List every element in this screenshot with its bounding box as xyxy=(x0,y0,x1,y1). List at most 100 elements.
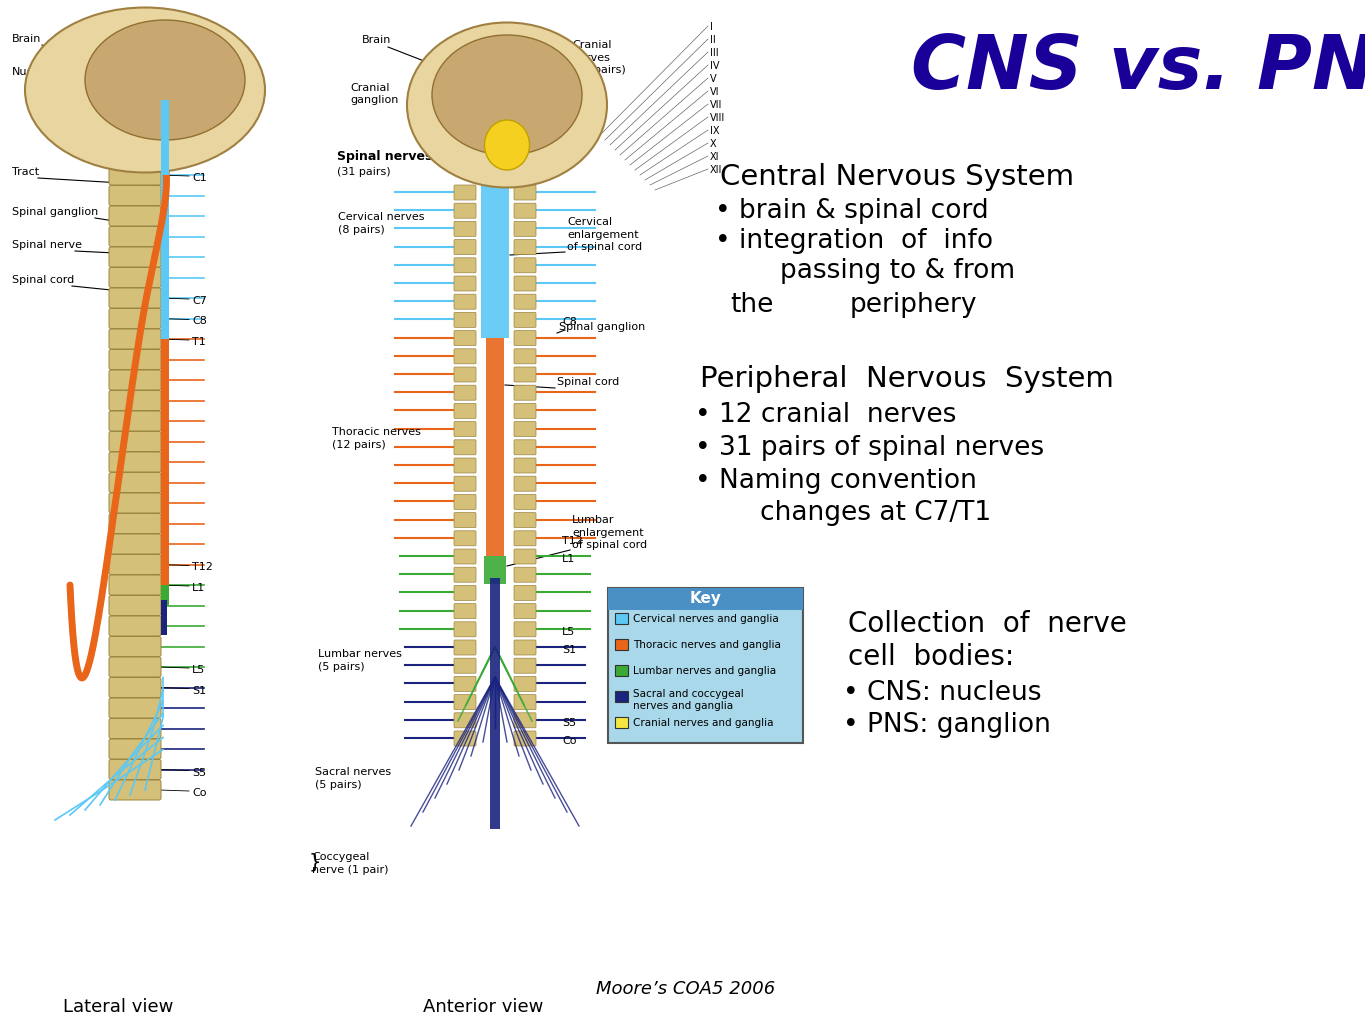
Text: C7: C7 xyxy=(192,296,207,306)
Text: X: X xyxy=(710,139,717,150)
Text: Co: Co xyxy=(192,788,206,798)
FancyBboxPatch shape xyxy=(455,567,476,583)
FancyBboxPatch shape xyxy=(455,694,476,710)
FancyBboxPatch shape xyxy=(109,739,161,759)
FancyBboxPatch shape xyxy=(109,575,161,595)
Ellipse shape xyxy=(431,35,581,155)
Bar xyxy=(161,339,169,585)
Text: V: V xyxy=(710,74,717,84)
Bar xyxy=(616,691,628,702)
Bar xyxy=(161,600,167,635)
Text: T12: T12 xyxy=(192,562,213,572)
Bar xyxy=(607,588,803,743)
FancyBboxPatch shape xyxy=(109,247,161,267)
FancyBboxPatch shape xyxy=(109,206,161,226)
Text: Lumbar nerves and ganglia: Lumbar nerves and ganglia xyxy=(633,666,777,676)
FancyBboxPatch shape xyxy=(515,476,536,492)
FancyBboxPatch shape xyxy=(515,294,536,309)
Text: Lumbar nerves: Lumbar nerves xyxy=(318,649,401,659)
FancyBboxPatch shape xyxy=(455,549,476,564)
FancyBboxPatch shape xyxy=(455,203,476,218)
Text: C8: C8 xyxy=(562,317,577,328)
FancyBboxPatch shape xyxy=(109,678,161,697)
FancyBboxPatch shape xyxy=(515,622,536,637)
FancyBboxPatch shape xyxy=(109,534,161,554)
Text: Spinal cord: Spinal cord xyxy=(12,275,74,285)
FancyBboxPatch shape xyxy=(515,331,536,346)
Text: • 12 cranial  nerves: • 12 cranial nerves xyxy=(695,402,957,428)
Bar xyxy=(486,338,504,556)
Text: • Naming convention: • Naming convention xyxy=(695,468,977,494)
FancyBboxPatch shape xyxy=(515,713,536,728)
Text: }: } xyxy=(308,853,322,871)
Text: Tract: Tract xyxy=(12,167,40,177)
FancyBboxPatch shape xyxy=(515,731,536,746)
Text: III: III xyxy=(710,48,718,58)
Text: S5: S5 xyxy=(562,718,576,728)
FancyBboxPatch shape xyxy=(109,698,161,718)
Text: S5: S5 xyxy=(192,768,206,777)
FancyBboxPatch shape xyxy=(455,458,476,473)
FancyBboxPatch shape xyxy=(455,439,476,455)
FancyBboxPatch shape xyxy=(109,431,161,452)
FancyBboxPatch shape xyxy=(515,513,536,527)
FancyBboxPatch shape xyxy=(515,422,536,436)
FancyBboxPatch shape xyxy=(109,390,161,411)
Bar xyxy=(616,665,628,676)
FancyBboxPatch shape xyxy=(109,472,161,493)
Text: Co: Co xyxy=(562,736,576,746)
Text: Spinal ganglion: Spinal ganglion xyxy=(560,322,646,332)
FancyBboxPatch shape xyxy=(109,370,161,390)
FancyBboxPatch shape xyxy=(109,555,161,574)
Text: CNS vs. PNS: CNS vs. PNS xyxy=(910,32,1365,104)
FancyBboxPatch shape xyxy=(455,349,476,364)
FancyBboxPatch shape xyxy=(515,549,536,564)
Bar xyxy=(161,100,169,175)
FancyBboxPatch shape xyxy=(109,596,161,615)
Bar xyxy=(480,150,509,159)
FancyBboxPatch shape xyxy=(515,495,536,509)
FancyBboxPatch shape xyxy=(455,385,476,400)
FancyBboxPatch shape xyxy=(515,349,536,364)
Text: cell  bodies:: cell bodies: xyxy=(848,643,1014,671)
FancyBboxPatch shape xyxy=(515,276,536,291)
FancyBboxPatch shape xyxy=(455,276,476,291)
FancyBboxPatch shape xyxy=(455,677,476,691)
FancyBboxPatch shape xyxy=(515,640,536,655)
Text: IX: IX xyxy=(710,126,719,136)
FancyBboxPatch shape xyxy=(515,677,536,691)
FancyBboxPatch shape xyxy=(109,349,161,370)
FancyBboxPatch shape xyxy=(515,567,536,583)
Text: Spinal ganglion: Spinal ganglion xyxy=(12,207,98,217)
Text: • 31 pairs of spinal nerves: • 31 pairs of spinal nerves xyxy=(695,435,1044,461)
Bar xyxy=(490,578,500,829)
FancyBboxPatch shape xyxy=(515,439,536,455)
FancyBboxPatch shape xyxy=(515,258,536,272)
Text: Thoracic nerves and ganglia: Thoracic nerves and ganglia xyxy=(633,640,781,650)
Ellipse shape xyxy=(407,23,607,187)
FancyBboxPatch shape xyxy=(109,185,161,206)
FancyBboxPatch shape xyxy=(515,694,536,710)
Text: XII: XII xyxy=(710,165,722,175)
Bar xyxy=(607,588,803,610)
FancyBboxPatch shape xyxy=(109,513,161,534)
FancyBboxPatch shape xyxy=(515,312,536,328)
Text: passing to & from: passing to & from xyxy=(779,258,1016,284)
Text: (31 pairs): (31 pairs) xyxy=(337,167,390,177)
Text: (8 pairs): (8 pairs) xyxy=(339,225,385,234)
Text: Brain: Brain xyxy=(362,35,392,45)
Text: Cranial
ganglion: Cranial ganglion xyxy=(349,83,399,105)
FancyBboxPatch shape xyxy=(109,267,161,288)
Bar xyxy=(161,155,169,339)
FancyBboxPatch shape xyxy=(455,331,476,346)
Text: Peripheral  Nervous  System: Peripheral Nervous System xyxy=(700,365,1114,393)
Text: Lateral view: Lateral view xyxy=(63,998,173,1016)
Text: XI: XI xyxy=(710,152,719,162)
FancyBboxPatch shape xyxy=(515,586,536,600)
Text: VIII: VIII xyxy=(710,113,725,123)
FancyBboxPatch shape xyxy=(455,713,476,728)
Text: Brain: Brain xyxy=(12,34,41,44)
Text: S1: S1 xyxy=(562,645,576,655)
Text: Anterior view: Anterior view xyxy=(423,998,543,1016)
FancyBboxPatch shape xyxy=(455,731,476,746)
